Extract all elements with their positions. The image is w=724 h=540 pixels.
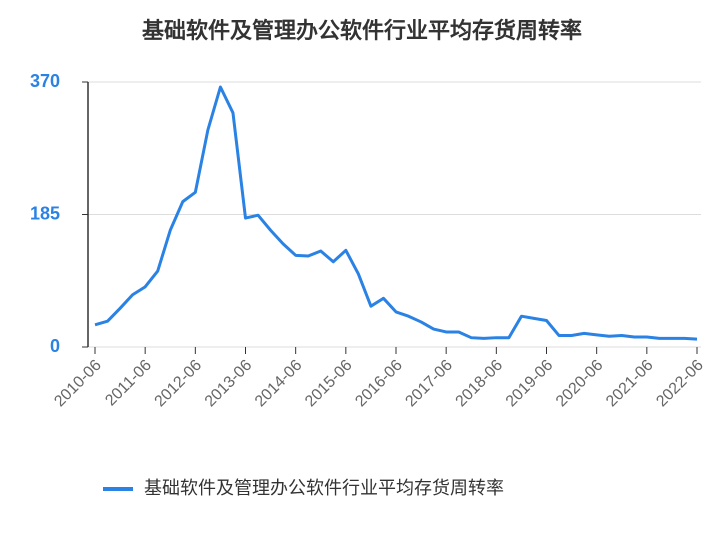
y-tick-label: 370 <box>30 71 60 91</box>
legend-label: 基础软件及管理办公软件行业平均存货周转率 <box>144 478 504 498</box>
y-tick-label: 0 <box>50 336 60 356</box>
x-tick-label: 2010-06 <box>51 357 105 411</box>
x-tick-label: 2020-06 <box>553 357 607 411</box>
x-tick-label: 2012-06 <box>152 357 206 411</box>
x-tick-label: 2017-06 <box>402 357 456 411</box>
x-tick-label: 2011-06 <box>102 357 155 410</box>
x-tick-label: 2015-06 <box>302 357 356 411</box>
x-tick-label: 2014-06 <box>252 357 306 411</box>
chart-title: 基础软件及管理办公软件行业平均存货周转率 <box>142 18 582 43</box>
x-tick-label: 2018-06 <box>453 357 507 411</box>
x-tick-label: 2019-06 <box>503 357 557 411</box>
x-tick-label: 2021-06 <box>603 357 657 411</box>
line <box>94 85 698 341</box>
x-tick-label: 2022-06 <box>653 357 707 411</box>
x-tick-label: 2013-06 <box>202 357 256 411</box>
x-tick-label: 2016-06 <box>352 357 406 411</box>
y-tick-label: 185 <box>30 203 60 223</box>
